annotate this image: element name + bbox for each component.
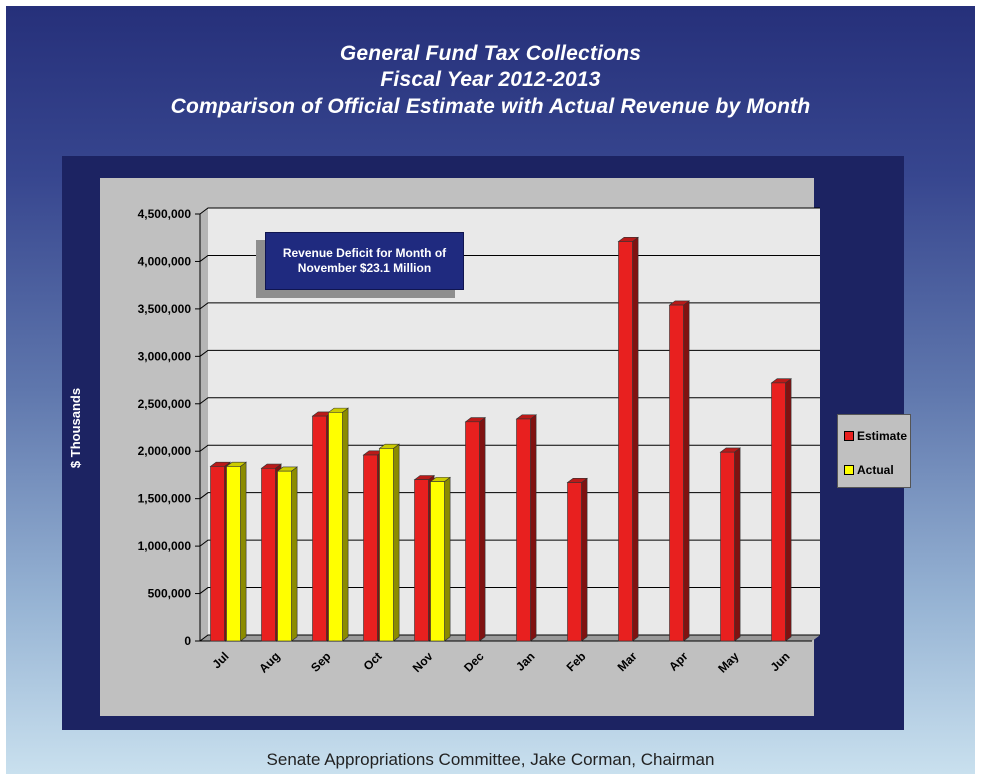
gridline (199, 349, 820, 357)
plot-side-wall (200, 208, 208, 641)
bar-front (430, 481, 445, 642)
bar-estimate-may (719, 447, 741, 642)
chart-title-line-1: General Fund Tax Collections (339, 42, 642, 65)
gridline (199, 587, 820, 594)
bar-side (785, 378, 792, 642)
x-tick-label-jan: Jan (513, 649, 538, 674)
bar-front (379, 448, 394, 642)
x-tick-label-nov: Nov (410, 649, 436, 675)
bar-front (363, 454, 378, 642)
bar-front (516, 418, 531, 642)
y-tick-label: 3,500,000 (138, 302, 192, 316)
bar-front (771, 382, 786, 642)
bar-front (210, 466, 225, 642)
chart-legend: Estimate Actual (837, 414, 911, 488)
deficit-annotation: Revenue Deficit for Month of November $2… (265, 232, 464, 290)
x-tick-label-dec: Dec (461, 649, 487, 675)
x-tick-label-mar: Mar (615, 649, 640, 674)
y-tick-label: 1,000,000 (138, 539, 192, 553)
bar-front (414, 479, 429, 642)
y-axis-label: $ Thousands (68, 387, 83, 469)
plot-floor (200, 635, 820, 641)
gridline (199, 444, 820, 452)
chart-title-line-3: Comparison of Official Estimate with Act… (170, 95, 811, 118)
bar-actual-aug (276, 466, 298, 642)
bar-actual-jul (225, 461, 247, 642)
y-tick-label: 2,500,000 (138, 397, 192, 411)
gridline (199, 302, 820, 310)
bar-front (567, 482, 582, 642)
bar-front (277, 470, 292, 642)
bar-side (734, 447, 741, 642)
bar-estimate-feb (566, 477, 588, 642)
x-tick-label-jun: Jun (768, 649, 793, 674)
x-tick-label-oct: Oct (361, 649, 385, 673)
bar-side (530, 414, 537, 642)
y-tick-label: 4,500,000 (138, 207, 192, 221)
bar-side (291, 466, 298, 642)
gridline (199, 207, 820, 215)
footer-credit: Senate Appropriations Committee, Jake Co… (266, 750, 715, 769)
gridline (199, 539, 820, 547)
y-tick-label: 4,000,000 (138, 254, 192, 268)
bar-actual-oct (378, 443, 400, 642)
bar-front (669, 304, 684, 642)
bar-side (444, 476, 451, 642)
bar-front (226, 466, 241, 642)
legend-swatch-estimate (844, 431, 854, 441)
bar-side (581, 477, 588, 642)
bar-side (393, 443, 400, 642)
y-tick-label: 0 (184, 634, 191, 648)
bar-actual-sep (327, 407, 349, 642)
x-tick-label-aug: Aug (256, 649, 282, 675)
legend-swatch-actual (844, 465, 854, 475)
bar-estimate-mar (617, 236, 639, 642)
legend-item-actual: Actual (844, 463, 894, 477)
x-tick-label-may: May (715, 649, 742, 676)
x-tick-label-feb: Feb (564, 649, 589, 674)
bar-side (632, 236, 639, 642)
gridline (199, 397, 820, 405)
legend-label-actual: Actual (857, 463, 894, 477)
y-tick-label: 2,000,000 (138, 444, 192, 458)
gridline (199, 492, 820, 500)
bar-estimate-apr (668, 300, 690, 642)
bar-side (683, 300, 690, 642)
bar-side (342, 407, 349, 642)
gridline (199, 254, 820, 262)
x-tick-label-sep: Sep (308, 649, 333, 674)
y-tick-label: 3,000,000 (138, 349, 192, 363)
deficit-annotation-text: Revenue Deficit for Month of November $2… (282, 246, 447, 275)
bar-side (240, 461, 247, 642)
bar-side (479, 417, 486, 642)
y-tick-label: 500,000 (148, 587, 192, 601)
chart-title-line-2: Fiscal Year 2012-2013 (380, 68, 601, 91)
y-tick-label: 1,500,000 (138, 492, 192, 506)
gridline (199, 634, 820, 642)
bar-estimate-dec (464, 417, 486, 642)
bar-front (618, 241, 633, 642)
legend-label-estimate: Estimate (857, 429, 908, 443)
x-tick-label-apr: Apr (666, 649, 691, 674)
bar-front (465, 421, 480, 642)
bar-front (720, 451, 735, 642)
x-tick-label-jul: Jul (209, 649, 231, 671)
bar-front (328, 412, 343, 642)
bar-front (312, 415, 327, 642)
bar-estimate-jun (770, 378, 792, 642)
legend-item-estimate: Estimate (844, 429, 907, 443)
bar-front (261, 468, 276, 642)
bar-actual-nov (429, 476, 451, 642)
bar-estimate-jan (515, 414, 537, 642)
